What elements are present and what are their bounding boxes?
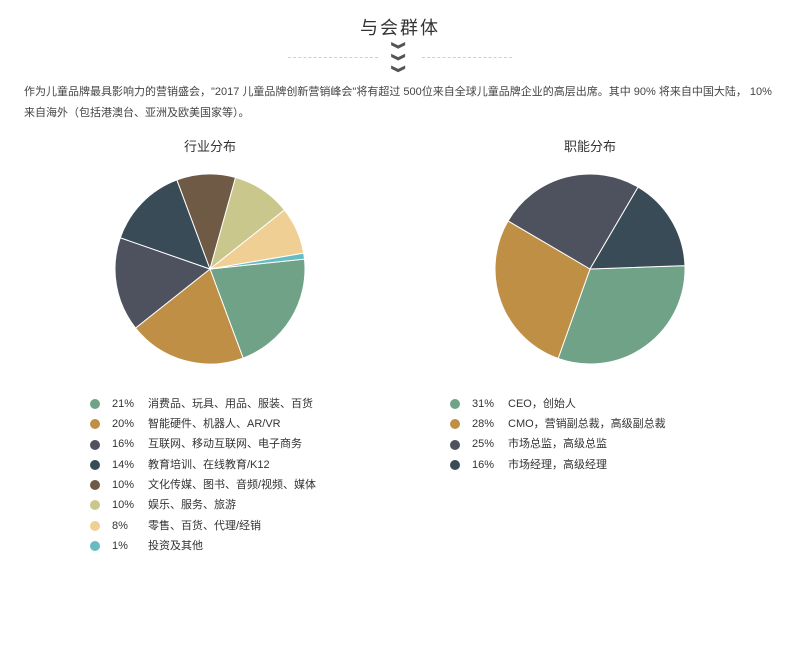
industry-chart-title: 行业分布 <box>184 136 236 155</box>
industry-legend: 21%消费品、玩具、用品、服装、百货20%智能硬件、机器人、AR/VR16%互联… <box>20 397 400 559</box>
legend-dot <box>90 500 100 510</box>
legend-item: 1%投资及其他 <box>90 539 400 553</box>
page-title: 与会群体 <box>0 0 800 40</box>
chevron-down-icon: ❱❱❱ <box>393 39 407 74</box>
legend-dot <box>90 480 100 490</box>
legend-pct: 1% <box>112 539 148 553</box>
legend-item: 28%CMO，营销副总裁，高级副总裁 <box>450 417 780 431</box>
legend-dot <box>90 399 100 409</box>
legend-item: 10%娱乐、服务、旅游 <box>90 498 400 512</box>
legend-label: 智能硬件、机器人、AR/VR <box>148 417 400 431</box>
legend-pct: 16% <box>472 458 508 472</box>
legend-item: 16%市场经理，高级经理 <box>450 458 780 472</box>
legend-label: 零售、百货、代理/经销 <box>148 519 400 533</box>
legend-dot <box>90 440 100 450</box>
legend-pct: 8% <box>112 519 148 533</box>
divider-right <box>422 57 512 58</box>
legend-pct: 21% <box>112 397 148 411</box>
legend-label: 市场经理，高级经理 <box>508 458 780 472</box>
legend-label: CMO，营销副总裁，高级副总裁 <box>508 417 780 431</box>
legend-label: 文化传媒、图书、音频/视频、媒体 <box>148 478 400 492</box>
legend-pct: 10% <box>112 498 148 512</box>
legend-label: 消费品、玩具、用品、服装、百货 <box>148 397 400 411</box>
legend-item: 16%互联网、移动互联网、电子商务 <box>90 437 400 451</box>
legend-pct: 14% <box>112 458 148 472</box>
legend-label: 互联网、移动互联网、电子商务 <box>148 437 400 451</box>
legend-label: 市场总监，高级总监 <box>508 437 780 451</box>
legend-label: CEO，创始人 <box>508 397 780 411</box>
legend-dot <box>90 541 100 551</box>
legend-item: 31%CEO，创始人 <box>450 397 780 411</box>
legend-dot <box>450 419 460 429</box>
legend-dot <box>450 460 460 470</box>
legend-dot <box>90 521 100 531</box>
legend-item: 8%零售、百货、代理/经销 <box>90 519 400 533</box>
legend-item: 20%智能硬件、机器人、AR/VR <box>90 417 400 431</box>
legend-dot <box>90 460 100 470</box>
industry-pie <box>110 169 310 369</box>
legend-label: 娱乐、服务、旅游 <box>148 498 400 512</box>
role-legend: 31%CEO，创始人28%CMO，营销副总裁，高级副总裁25%市场总监，高级总监… <box>400 397 780 559</box>
legend-item: 10%文化传媒、图书、音频/视频、媒体 <box>90 478 400 492</box>
legend-dot <box>450 399 460 409</box>
legend-pct: 20% <box>112 417 148 431</box>
legend-item: 14%教育培训、在线教育/K12 <box>90 458 400 472</box>
legend-label: 教育培训、在线教育/K12 <box>148 458 400 472</box>
legend-pct: 16% <box>112 437 148 451</box>
legend-dot <box>90 419 100 429</box>
legend-dot <box>450 440 460 450</box>
divider-left <box>288 57 378 58</box>
industry-chart-col: 行业分布 <box>20 136 400 369</box>
legend-pct: 31% <box>472 397 508 411</box>
role-chart-col: 职能分布 <box>400 136 780 369</box>
role-chart-title: 职能分布 <box>564 136 616 155</box>
legend-pct: 28% <box>472 417 508 431</box>
legend-label: 投资及其他 <box>148 539 400 553</box>
title-divider: ❱❱❱ <box>0 50 800 64</box>
role-pie <box>490 169 690 369</box>
legend-item: 21%消费品、玩具、用品、服装、百货 <box>90 397 400 411</box>
legend-pct: 25% <box>472 437 508 451</box>
legend-pct: 10% <box>112 478 148 492</box>
legends-row: 21%消费品、玩具、用品、服装、百货20%智能硬件、机器人、AR/VR16%互联… <box>0 397 800 559</box>
charts-row: 行业分布 职能分布 <box>0 136 800 369</box>
legend-item: 25%市场总监，高级总监 <box>450 437 780 451</box>
